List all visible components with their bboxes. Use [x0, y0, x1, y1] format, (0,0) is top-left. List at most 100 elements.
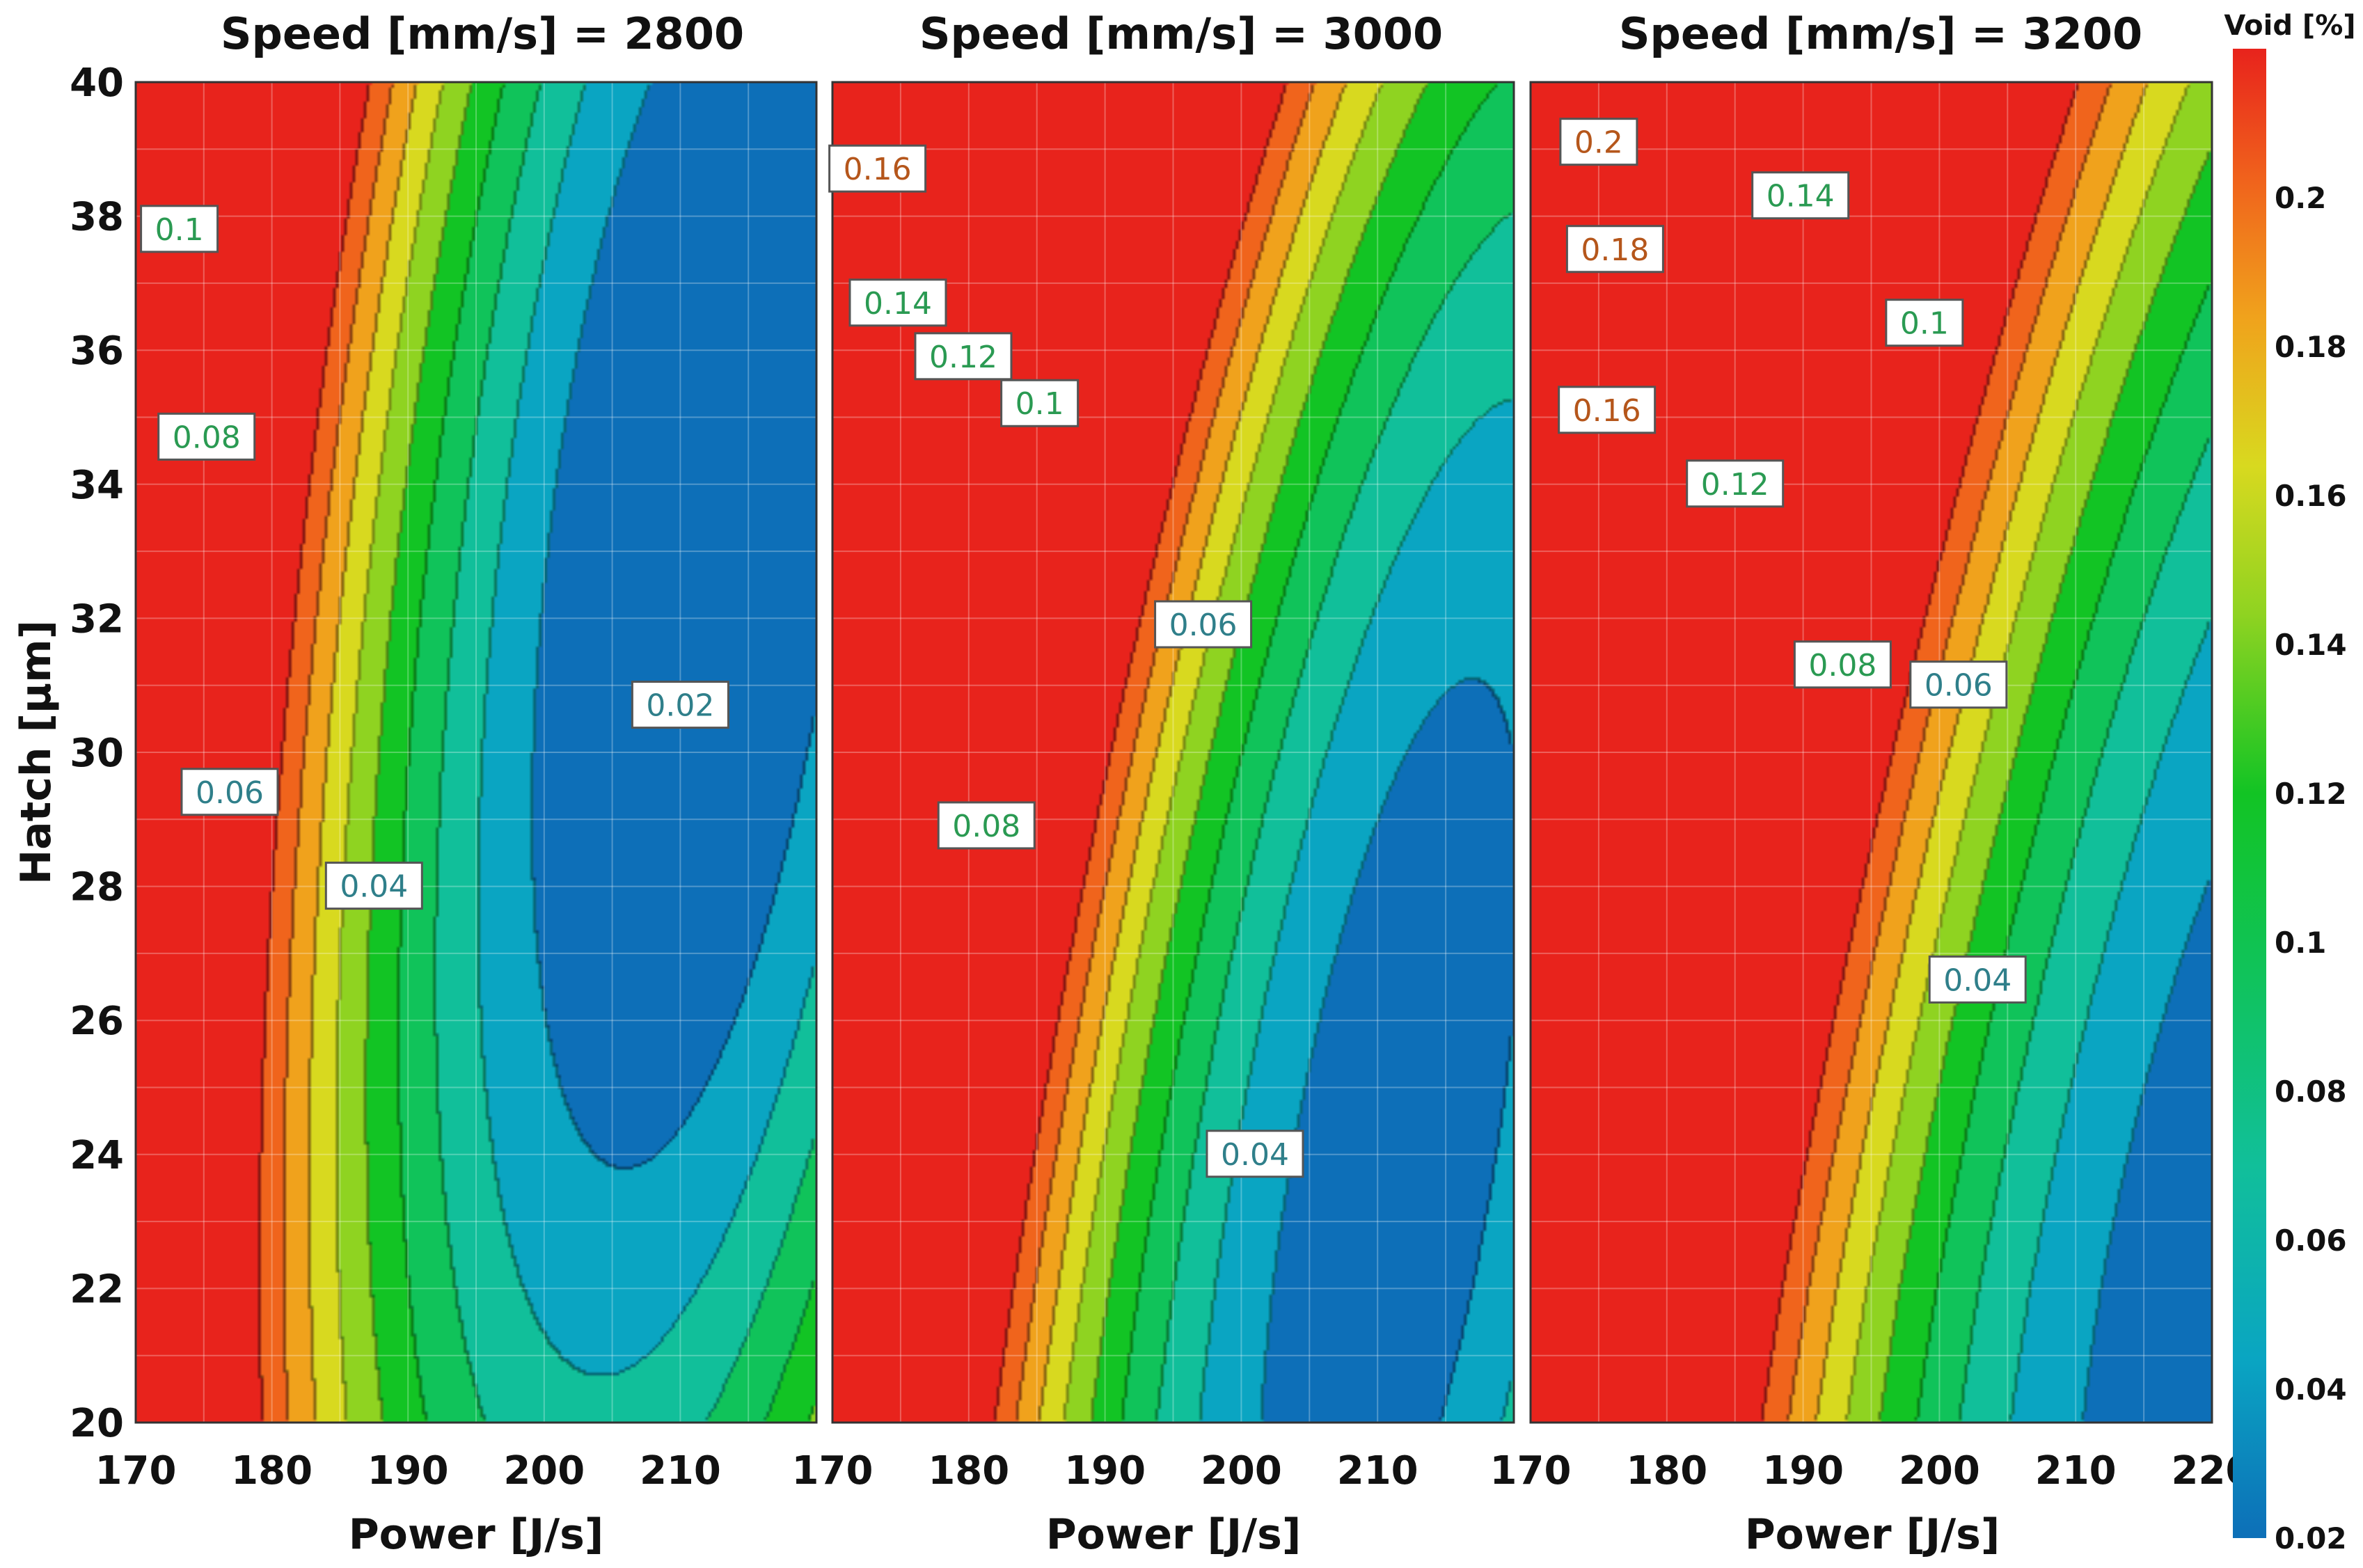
contour-label-text: 0.04	[1943, 963, 2012, 998]
x-tick-label: 170	[792, 1448, 874, 1494]
contour-label-box	[1928, 955, 2027, 1004]
x-tick-label: 180	[231, 1448, 313, 1494]
panel-2-x-axis-label: Power [J/s]	[1046, 1510, 1302, 1559]
contour-label: 0.06	[180, 768, 279, 816]
contour-label: 0.14	[848, 278, 947, 327]
panel-2-title: Speed [mm/s] = 3000	[919, 8, 1443, 59]
contour-label: 0.2	[1559, 118, 1638, 166]
contour-label-text: 0.1	[1015, 386, 1064, 422]
contour-label-text: 0.2	[1574, 125, 1623, 161]
contour-label-text: 0.1	[155, 212, 204, 248]
contour-label-text: 0.18	[1581, 232, 1649, 268]
colorbar-gradient	[2233, 49, 2266, 1538]
contour-label-text: 0.14	[864, 286, 932, 322]
contour-label-text: 0.14	[1767, 179, 1835, 214]
x-tick-label: 170	[95, 1448, 177, 1494]
contour-label: 0.16	[1558, 386, 1657, 434]
contour-label-box	[180, 768, 279, 816]
contour-label-text: 0.08	[173, 420, 241, 455]
panel-2: Speed [mm/s] = 3000 0.160.140.120.10.060…	[828, 8, 1515, 1559]
contour-label: 0.02	[631, 681, 729, 729]
contour-label: 0.04	[1928, 955, 2027, 1004]
contour-label-box	[1154, 600, 1253, 649]
contour-fill	[136, 82, 816, 1423]
y-tick-label: 22	[70, 1267, 124, 1312]
contour-label-box	[1686, 459, 1785, 508]
contour-label-box	[631, 681, 729, 729]
contour-label: 0.18	[1565, 225, 1664, 274]
y-tick-label: 40	[70, 61, 124, 106]
panel-3-x-axis-label: Power [J/s]	[1745, 1510, 2000, 1559]
y-tick-label: 24	[70, 1133, 124, 1178]
x-tick-label: 190	[1762, 1448, 1844, 1494]
contour-label-text: 0.06	[1169, 608, 1238, 643]
contour-label-box	[1206, 1130, 1304, 1178]
contour-label-box	[324, 862, 423, 910]
x-tick-label: 200	[1899, 1448, 1980, 1494]
contour-label: 0.04	[324, 862, 423, 910]
panel-3-plot: 0.2 0.18 0.16 0.14 0.1 0.12 0.08 0.06 0.04	[1529, 81, 2213, 1424]
y-tick-label: 28	[70, 865, 124, 910]
contour-label: 0.06	[1154, 600, 1253, 649]
x-axis-ticks: 170 180 190 200 210 170 180 190 200 210 170 180 190 2…	[95, 1448, 2253, 1494]
contour-label-text: 0.12	[1701, 467, 1769, 502]
y-axis-ticks: 20 22 24 26 28 30 32 34 36 38 40	[70, 61, 124, 1446]
colorbar-tick-label: 0.16	[2275, 479, 2347, 513]
contour-label-box	[1558, 386, 1657, 434]
contour-label-box	[1751, 171, 1850, 220]
panel-3-title: Speed [mm/s] = 3200	[1619, 8, 2142, 59]
contour-label-box	[1909, 660, 2008, 709]
x-tick-label: 200	[503, 1448, 585, 1494]
contour-label-text: 0.16	[844, 152, 912, 187]
colorbar-tick-label: 0.08	[2275, 1075, 2347, 1109]
colorbar-tick-label: 0.2	[2275, 181, 2326, 215]
contour-label-box	[828, 144, 927, 193]
colorbar-tick-label: 0.14	[2275, 628, 2347, 662]
plot-frame	[1529, 81, 2213, 1424]
panel-1-x-axis-label: Power [J/s]	[349, 1510, 604, 1559]
contour-label: 0.12	[914, 332, 1013, 381]
contour-label-box	[914, 332, 1013, 381]
contour-label-text: 0.08	[1808, 648, 1876, 683]
panel-2-plot: 0.16 0.14 0.12 0.1 0.06 0.08 0.04	[828, 81, 1515, 1424]
plot-frame	[134, 81, 818, 1424]
contour-label-box	[140, 205, 219, 253]
panel-3: Speed [mm/s] = 3200 0.20.180.160.140.10.…	[1529, 8, 2213, 1559]
x-tick-label: 180	[928, 1448, 1009, 1494]
contour-label: 0.1	[140, 205, 219, 253]
contour-label-box	[1565, 225, 1664, 274]
y-tick-label: 36	[70, 328, 124, 374]
y-tick-label: 32	[70, 596, 124, 642]
y-tick-label: 34	[70, 463, 124, 508]
y-tick-label: 20	[70, 1401, 124, 1446]
x-tick-label: 210	[640, 1448, 721, 1494]
colorbar-tick-label: 0.1	[2275, 926, 2326, 960]
x-tick-label: 190	[368, 1448, 449, 1494]
contour-label-text: 0.08	[952, 809, 1020, 844]
contour-label: 0.06	[1909, 660, 2008, 709]
colorbar-title: Void [%]	[2224, 10, 2355, 42]
contour-label-box	[157, 412, 256, 461]
contour-label-text: 0.06	[196, 775, 264, 811]
plot-frame	[831, 81, 1515, 1424]
contour-label-text: 0.06	[1925, 668, 1993, 704]
contour-label: 0.08	[1793, 640, 1892, 689]
x-tick-label: 210	[2035, 1448, 2117, 1494]
contour-fill	[1531, 82, 2212, 1423]
contour-label: 0.1	[1885, 299, 1964, 347]
x-tick-label: 170	[1490, 1448, 1572, 1494]
panel-1-title: Speed [mm/s] = 2800	[221, 8, 744, 59]
colorbar: Void [%] 0.02 0.04 0.06 0.08 0.1 0.12 0.14 0.16…	[2224, 10, 2355, 1555]
y-axis-label: Hatch [μm]	[12, 620, 61, 885]
contour-label-text: 0.04	[1221, 1137, 1289, 1173]
contour-label-text: 0.04	[340, 869, 408, 905]
x-tick-label: 200	[1201, 1448, 1282, 1494]
y-tick-label: 38	[70, 195, 124, 240]
colorbar-tick-label: 0.18	[2275, 330, 2347, 364]
contour-label: 0.14	[1751, 171, 1850, 220]
contour-label-box	[1793, 640, 1892, 689]
y-tick-label: 26	[70, 999, 124, 1044]
contour-label: 0.1	[1000, 379, 1080, 427]
colorbar-tick-label: 0.06	[2275, 1223, 2347, 1258]
colorbar-ticks: 0.02 0.04 0.06 0.08 0.1 0.12 0.14 0.16 0.18 0.2	[2275, 181, 2347, 1555]
